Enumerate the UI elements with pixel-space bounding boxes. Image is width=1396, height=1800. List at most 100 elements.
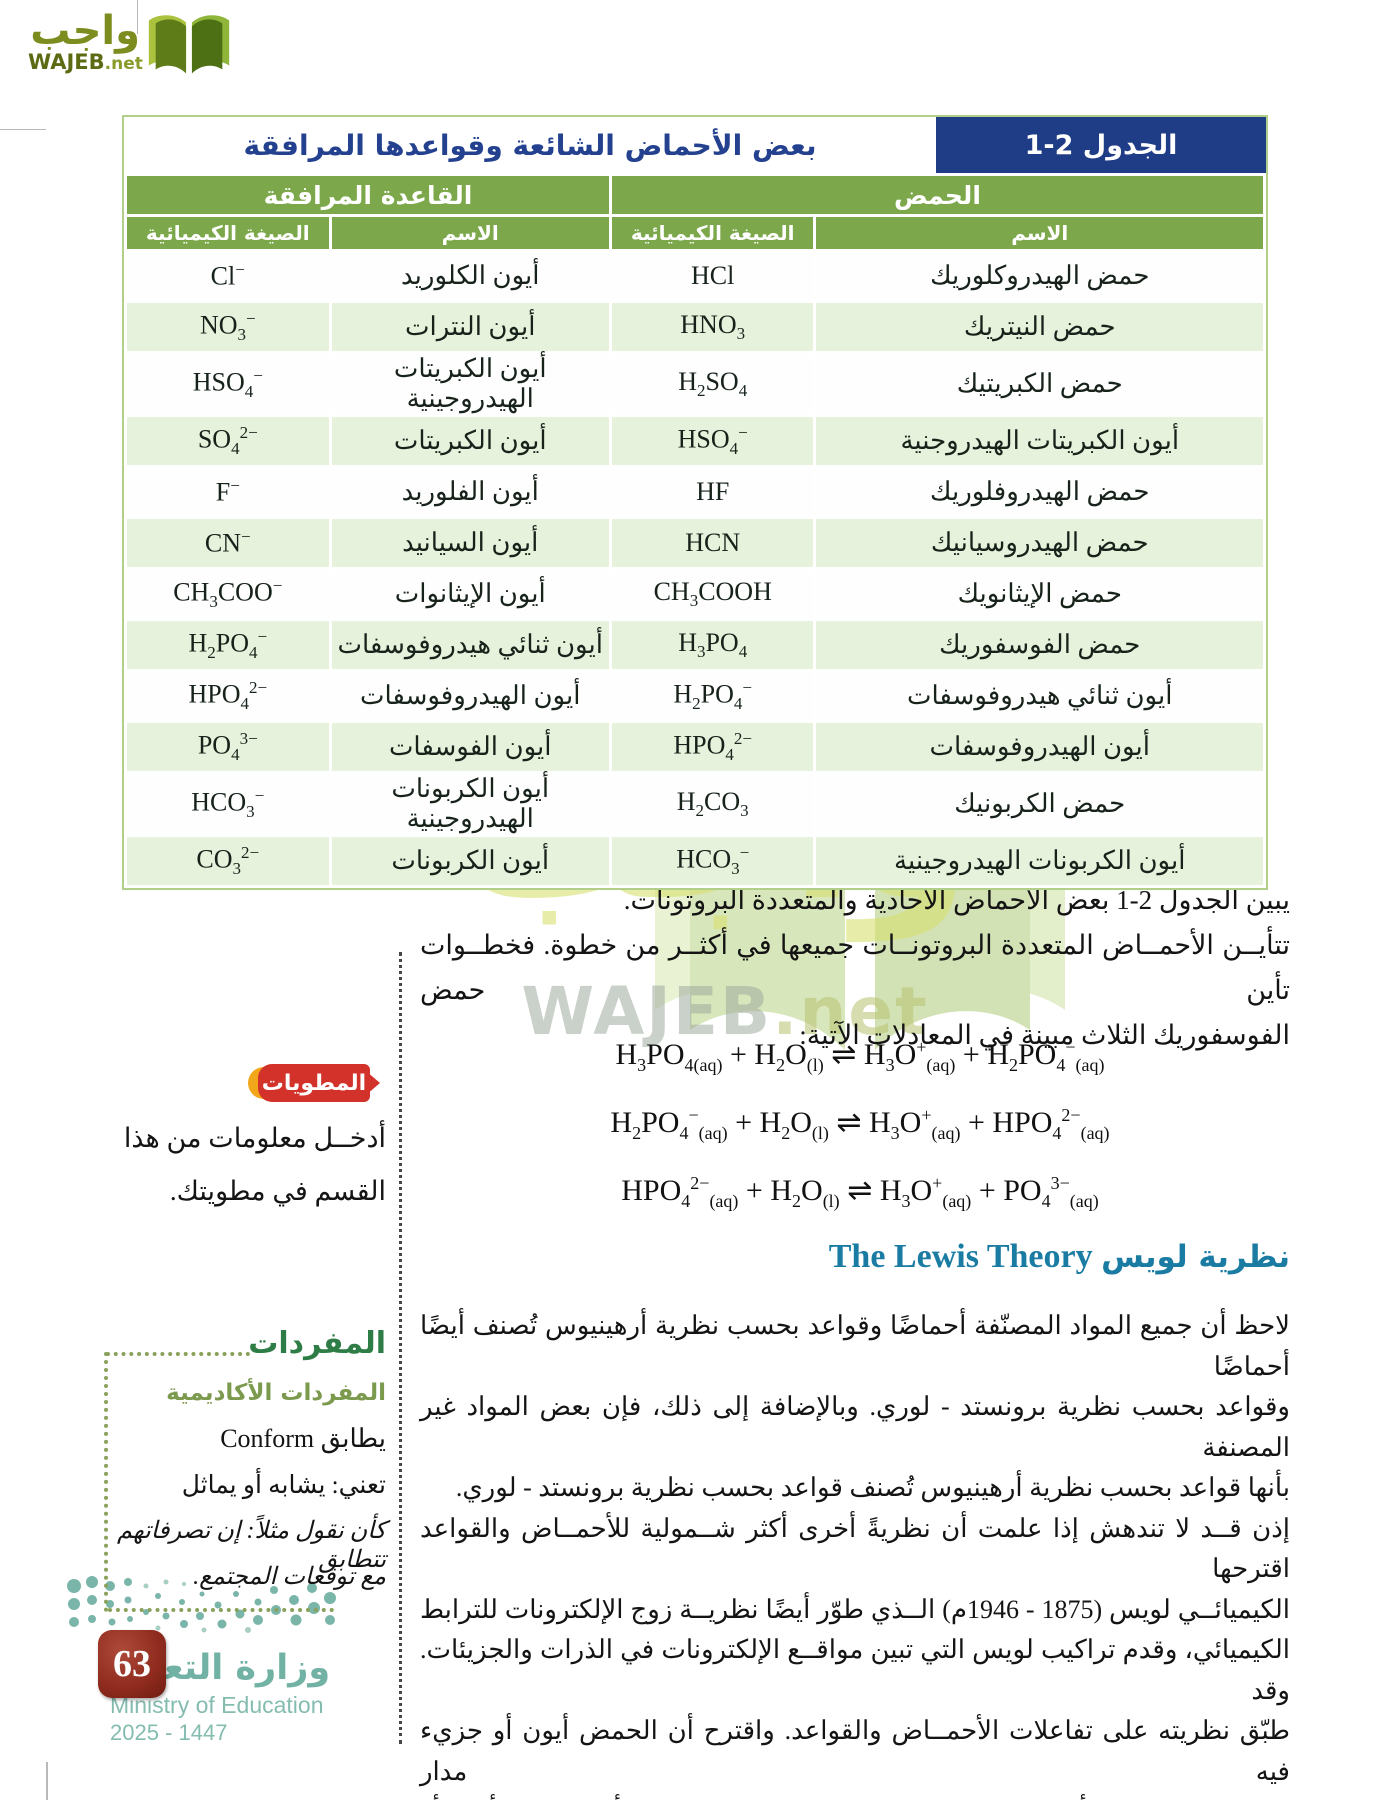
caption-line: الفوسفوريك الثلاث مبينة في المعادلات الآ… [799, 1020, 1290, 1050]
crop-mark-vertical [137, 0, 138, 34]
base-formula-cell: HPO42− [127, 672, 329, 720]
foldables-badge: المطويات [248, 1062, 388, 1104]
acids-table: الجدول 2-1 بعض الأحماض الشائعة وقواعدها … [122, 115, 1268, 890]
base-name-cell: أيون الكربونات [331, 837, 609, 885]
acid-name-cell: حمض الهيدروكلوريك [816, 252, 1263, 300]
foldables-label: المطويات [258, 1064, 370, 1102]
acid-formula-cell: CH3COOH [611, 570, 814, 618]
base-name-cell: أيون الكبريتات الهيدروجينية [331, 354, 609, 414]
acid-name-cell: حمض الإيثانويك [816, 570, 1263, 618]
column-separator-dotted-line [399, 952, 402, 1744]
base-name-cell: أيون الكبريتات [331, 417, 609, 465]
vocab-meaning: تعني: يشابه أو يماثل [181, 1472, 386, 1499]
base-name-cell: أيون الإيثانوات [331, 570, 609, 618]
acid-formula-cell: HCl [611, 252, 814, 300]
vocab-title: المفردات [248, 1326, 386, 1361]
acid-formula-cell: HF [611, 468, 814, 516]
badge-arrow-icon [366, 1071, 380, 1095]
foldables-note-line: أدخــل معلومات من هذا [123, 1123, 386, 1153]
base-formula-cell: H2PO4− [127, 621, 329, 669]
acids-table-body: حمض الهيدروكلوريك HCl أيون الكلوريد Cl− حمض … [127, 252, 1263, 885]
base-name-cell: أيون الهيدروفوسفات [331, 672, 609, 720]
acid-name-cell: أيون الكبريتات الهيدروجنية [816, 417, 1263, 465]
base-formula-cell: CO32− [127, 837, 329, 885]
acid-name-cell: أيون الهيدروفوسفات [816, 723, 1263, 771]
ionization-equations: H3PO4(aq) + H2O(l) ⇌ H3O+(aq) + H2PO4−(a… [435, 1022, 1285, 1226]
logo-name-arabic: واجب [30, 8, 140, 54]
base-formula-cell: SO42− [127, 417, 329, 465]
base-name-cell: أيون الفلوريد [331, 468, 609, 516]
vocab-term: يطابق Conform [128, 1424, 386, 1454]
col-header-base-name: الاسم [331, 217, 609, 249]
open-book-icon [148, 15, 230, 74]
logo-site: WAJEB [28, 50, 105, 74]
base-formula-cell: F− [127, 468, 329, 516]
acid-formula-cell: H2CO3 [611, 774, 814, 834]
acid-name-cell: حمض النيتريك [816, 303, 1263, 351]
vocab-dotted-leader-top [106, 1352, 250, 1356]
acid-formula-cell: HNO3 [611, 303, 814, 351]
acid-formula-cell: H2SO4 [611, 354, 814, 414]
foldables-note-line: القسم في مطويتك. [169, 1176, 386, 1206]
acid-formula-cell: HSO4− [611, 417, 814, 465]
equation-3: HPO42−(aq) + H2O(l) ⇌ H3O+(aq) + PO43−(a… [621, 1173, 1099, 1211]
caption-line: يبين الجدول 2-1 بعض الأحماض الأحادية وال… [623, 885, 1290, 915]
logo-wordmark: واجب WAJEB.net [28, 6, 143, 74]
base-formula-cell: NO3− [127, 303, 329, 351]
table-row: أيون ثنائي هيدروفوسفات H2PO4− أيون الهيدرو… [127, 672, 1263, 720]
paragraph-line: الكيميائي، وقدم تراكيب لويس التي تبين مو… [420, 1635, 1290, 1705]
acid-formula-cell: H3PO4 [611, 621, 814, 669]
paragraph-line: وقواعد بحسب نظرية برونستد - لوري. وبالإض… [420, 1392, 1290, 1462]
equation-2: H2PO4−(aq) + H2O(l) ⇌ H3O+(aq) + HPO42−(… [610, 1105, 1110, 1143]
base-name-cell: أيون الفوسفات [331, 723, 609, 771]
table-row: حمض الكربونيك H2CO3 أيون الكربونات الهيدرو… [127, 774, 1263, 834]
acid-name-cell: حمض الكربونيك [816, 774, 1263, 834]
acid-name-cell: أيون ثنائي هيدروفوسفات [816, 672, 1263, 720]
table-title: بعض الأحماض الشائعة وقواعدها المرافقة [124, 117, 936, 173]
wajeb-logo: واجب WAJEB.net [28, 6, 238, 80]
col-header-base-formula: الصيغة الكيميائية [127, 217, 329, 249]
acid-formula-cell: H2PO4− [611, 672, 814, 720]
acid-formula-cell: HPO42− [611, 723, 814, 771]
vocab-dotted-leader-bottom [108, 1608, 334, 1612]
acid-formula-cell: HCN [611, 519, 814, 567]
base-name-cell: أيون الكلوريد [331, 252, 609, 300]
table-label: الجدول 2-1 [936, 117, 1266, 173]
page-number-badge: 63 [98, 1630, 166, 1698]
table-row: أيون الكربونات الهيدروجينية HCO3− أيون الك… [127, 837, 1263, 885]
base-name-cell: أيون ثنائي هيدروفوسفات [331, 621, 609, 669]
section-heading: نظرية لويس The Lewis Theory [420, 1238, 1290, 1276]
crop-mark-bottom [46, 1762, 48, 1800]
table-row: أيون الكبريتات الهيدروجنية HSO4− أيون الكب… [127, 417, 1263, 465]
table-row: حمض الهيدروكلوريك HCl أيون الكلوريد Cl− [127, 252, 1263, 300]
base-formula-cell: PO43− [127, 723, 329, 771]
foldables-note: أدخــل معلومات من هذا القسم في مطويتك. [90, 1112, 386, 1218]
paragraph-line: ذري فارغ يستطيع أن يتقبل (يشــارك) زوجًا… [420, 1792, 1290, 1800]
vocab-example-line: مع توقعات المجتمع. [193, 1564, 386, 1590]
lewis-paragraph: لاحظ أن جميع المواد المصنّفة أحماضًا وقو… [420, 1306, 1290, 1800]
paragraph-line: بأنها قواعد بحسب نظرية أرهينيوس تُصنف قو… [455, 1473, 1290, 1502]
table-row: أيون الهيدروفوسفات HPO42− أيون الفوسفات PO4… [127, 723, 1263, 771]
table-row: حمض الهيدروسيانيك HCN أيون السيانيد CN− [127, 519, 1263, 567]
ministry-years: 2025 - 1447 [110, 1720, 228, 1745]
base-name-cell: أيون النترات [331, 303, 609, 351]
col-header-acid-name: الاسم [816, 217, 1263, 249]
logo-tld: .net [104, 54, 143, 74]
acid-formula-cell: HCO3− [611, 837, 814, 885]
group-header-base: القاعدة المرافقة [127, 176, 609, 214]
table-row: حمض الهيدروفلوريك HF أيون الفلوريد F− [127, 468, 1263, 516]
base-name-cell: أيون السيانيد [331, 519, 609, 567]
acid-name-cell: حمض الهيدروسيانيك [816, 519, 1263, 567]
acid-name-cell: أيون الكربونات الهيدروجينية [816, 837, 1263, 885]
acid-name-cell: حمض الفوسفوريك [816, 621, 1263, 669]
vocab-dotted-vertical-line [104, 1352, 108, 1612]
table-row: حمض النيتريك HNO3 أيون النترات NO3− [127, 303, 1263, 351]
group-header-acid: الحمض [611, 176, 1263, 214]
vocab-term-arabic: يطابق [320, 1424, 386, 1453]
vocab-example-line: كأن نقول مثلاً: إن تصرفاتهم تتطابق [117, 1518, 386, 1573]
acid-name-cell: حمض الهيدروفلوريك [816, 468, 1263, 516]
table-row: حمض الفوسفوريك H3PO4 أيون ثنائي هيدروفوسفا… [127, 621, 1263, 669]
base-formula-cell: HCO3− [127, 774, 329, 834]
acid-name-cell: حمض الكبريتيك [816, 354, 1263, 414]
